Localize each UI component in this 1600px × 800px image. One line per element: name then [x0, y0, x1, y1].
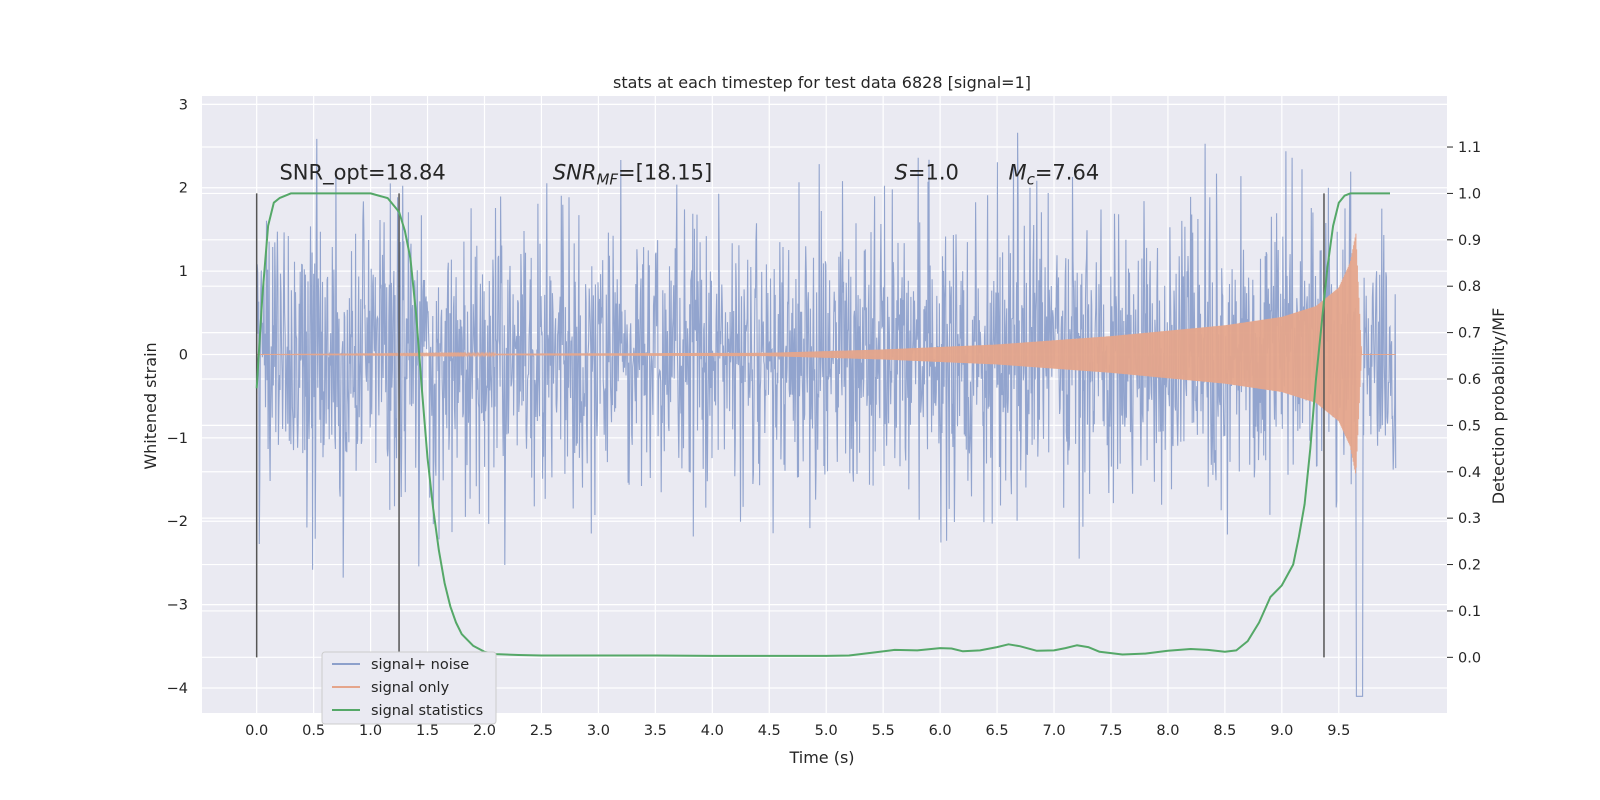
y2-axis-ticks: 0.0 0.1 0.2 0.3 0.4 0.5 0.6 0.7 0.8 0.9 1.0 1.1 — [1447, 140, 1481, 666]
y2-tick-label: 0.7 — [1458, 326, 1481, 342]
signal-statistics-line — [255, 192, 1390, 657]
y2-tick-label: 0.5 — [1458, 418, 1481, 434]
y-tick-label: −4 — [167, 681, 188, 697]
x-tick-label: 1.0 — [359, 723, 382, 739]
legend-label-signal-noise: signal+ noise — [371, 657, 469, 673]
x-tick-label: 0.0 — [245, 723, 268, 739]
x-tick-label: 9.0 — [1270, 723, 1293, 739]
x-tick-label: 6.0 — [929, 723, 952, 739]
y2-tick-label: 0.3 — [1458, 511, 1481, 527]
series-signal-only — [256, 233, 1396, 474]
x-tick-label: 1.5 — [416, 723, 439, 739]
y-axis-ticks: −4 −3 −2 −1 0 1 2 3 — [167, 97, 188, 697]
y2-tick-label: 0.0 — [1458, 650, 1481, 666]
y-tick-label: 3 — [179, 97, 188, 113]
legend-box — [321, 651, 497, 725]
x-tick-label: 5.0 — [815, 723, 838, 739]
legend-label-signal-only: signal only — [371, 680, 450, 696]
chart-title: stats at each timestep for test data 682… — [613, 73, 1031, 92]
y2-tick-label: 0.2 — [1458, 558, 1481, 574]
y-tick-label: −1 — [167, 431, 188, 447]
x-tick-label: 8.5 — [1213, 723, 1236, 739]
x-tick-label: 5.5 — [872, 723, 895, 739]
y2-tick-label: 1.1 — [1458, 140, 1481, 156]
annotation-text: S=1.0 — [895, 160, 959, 184]
vertical-lines — [255, 193, 1325, 658]
legend-label-signal-statistics: signal statistics — [371, 703, 483, 719]
y2-tick-label: 0.9 — [1458, 233, 1481, 249]
y-tick-label: 2 — [179, 181, 188, 197]
y2-tick-label: 0.8 — [1458, 279, 1481, 295]
y2-tick-label: 0.6 — [1458, 372, 1481, 388]
x-tick-label: 2.0 — [473, 723, 496, 739]
x-axis-ticks: 0.0 0.5 1.0 1.5 2.0 2.5 3.0 3.5 4.0 4.5 5.0 5.5 6.0 6… — [245, 723, 1350, 739]
y2-tick-label: 1.0 — [1458, 186, 1481, 202]
annotation-text: SNR_opt=18.84 — [279, 160, 445, 185]
y2-axis-label: Detection probability/MF — [1489, 308, 1508, 505]
x-tick-label: 3.0 — [587, 723, 610, 739]
x-tick-label: 3.5 — [644, 723, 667, 739]
legend: signal+ noise signal only signal statist… — [321, 651, 497, 725]
x-tick-label: 4.5 — [758, 723, 781, 739]
annotations: SNR_opt=18.84 SNRMF=[18.15] S=1.0 Mc=7.64 — [279, 160, 1099, 188]
x-tick-label: 6.5 — [986, 723, 1009, 739]
signal-only-line — [256, 233, 1396, 474]
x-tick-label: 8.0 — [1156, 723, 1179, 739]
x-tick-label: 9.5 — [1327, 723, 1350, 739]
annotation-text: Mc=7.64 — [1008, 160, 1099, 188]
y2-tick-label: 0.1 — [1458, 604, 1481, 620]
x-tick-label: 2.5 — [530, 723, 553, 739]
y-axis-label: Whitened strain — [141, 342, 160, 469]
y-tick-label: −3 — [167, 598, 188, 614]
annotation-text: SNRMF=[18.15] — [553, 160, 712, 188]
y2-tick-label: 0.4 — [1458, 465, 1481, 481]
x-tick-label: 7.5 — [1099, 723, 1122, 739]
x-tick-label: 4.0 — [701, 723, 724, 739]
x-tick-label: 7.0 — [1042, 723, 1065, 739]
y-tick-label: 1 — [179, 264, 188, 280]
series-signal-statistics — [255, 192, 1390, 657]
x-tick-label: 0.5 — [302, 723, 325, 739]
x-axis-label: Time (s) — [788, 748, 854, 767]
y-tick-label: 0 — [179, 347, 188, 363]
y-tick-label: −2 — [167, 514, 188, 530]
